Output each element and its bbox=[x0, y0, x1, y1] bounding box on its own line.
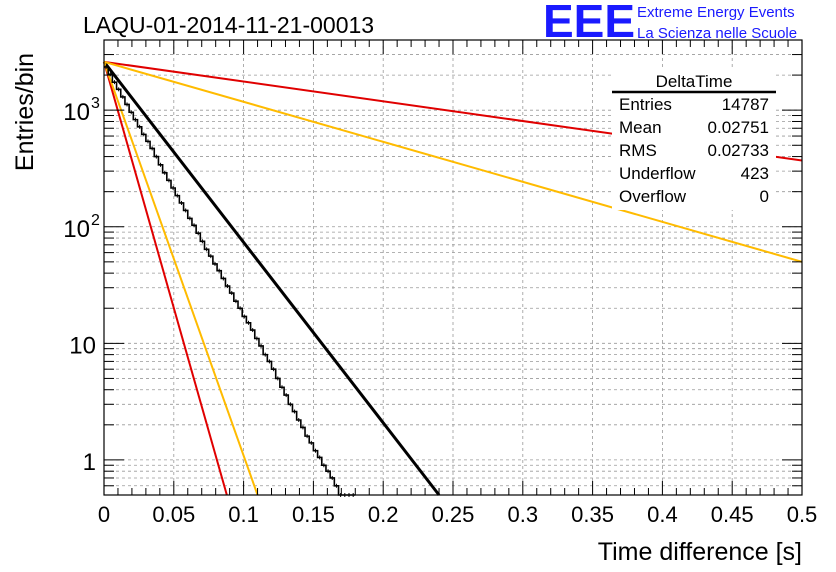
stats-label-mean: Mean bbox=[619, 118, 662, 137]
eee-logo: EEE Extreme Energy Events La Scienza nel… bbox=[543, 0, 797, 47]
x-tick-label: 0 bbox=[98, 502, 110, 527]
fit-line-black bbox=[102, 60, 441, 496]
histogram-steps bbox=[104, 66, 356, 496]
x-axis-label: Time difference [s] bbox=[598, 538, 802, 566]
stats-value-overflow: 0 bbox=[760, 187, 769, 206]
eee-logo-line2: La Scienza nelle Scuole bbox=[637, 25, 797, 42]
axis-ticks bbox=[103, 39, 803, 496]
stats-label-overflow: Overflow bbox=[619, 187, 687, 206]
stats-value-mean: 0.02751 bbox=[708, 118, 769, 137]
stats-title: DeltaTime bbox=[656, 72, 733, 91]
chart-title: LAQU-01-2014-11-21-00013 bbox=[83, 12, 374, 38]
y-tick-label: 10 bbox=[63, 216, 90, 243]
x-tick-labels: 0 0.05 0.1 0.15 0.2 0.25 0.3 0.35 0.4 0.45 0.5 bbox=[98, 502, 817, 527]
y-axis-label: Entries/bin bbox=[11, 53, 39, 171]
y-tick-label: 10 bbox=[69, 332, 96, 359]
x-tick-label: 0.3 bbox=[508, 502, 539, 527]
stats-label-underflow: Underflow bbox=[619, 164, 696, 183]
stats-label-entries: Entries bbox=[619, 95, 672, 114]
x-tick-label: 0.05 bbox=[152, 502, 195, 527]
stats-box: DeltaTime Entries 14787 Mean 0.02751 RMS… bbox=[612, 70, 776, 210]
grid-lines bbox=[103, 39, 803, 496]
stats-value-underflow: 423 bbox=[741, 164, 769, 183]
x-tick-label: 0.4 bbox=[647, 502, 678, 527]
eee-logo-line1: Extreme Energy Events bbox=[637, 4, 795, 21]
fit-line-yellow-shallow bbox=[103, 60, 803, 263]
stats-value-entries: 14787 bbox=[722, 95, 769, 114]
stats-value-rms: 0.02733 bbox=[708, 141, 769, 160]
x-tick-label: 0.45 bbox=[711, 502, 754, 527]
x-tick-label: 0.2 bbox=[368, 502, 399, 527]
y-tick-exponent: 2 bbox=[91, 212, 100, 229]
fit-line-red-steep bbox=[103, 61, 228, 496]
x-tick-label: 0.25 bbox=[432, 502, 475, 527]
fit-line-yellow-steep bbox=[103, 61, 259, 496]
x-tick-label: 0.35 bbox=[571, 502, 614, 527]
x-tick-label: 0.5 bbox=[787, 502, 818, 527]
x-tick-label: 0.1 bbox=[228, 502, 259, 527]
y-tick-label: 1 bbox=[83, 449, 96, 476]
eee-logo-mark: EEE bbox=[543, 0, 635, 47]
x-tick-label: 0.15 bbox=[292, 502, 335, 527]
stats-label-rms: RMS bbox=[619, 141, 657, 160]
histogram bbox=[104, 64, 356, 497]
y-tick-label: 10 bbox=[63, 99, 90, 126]
y-tick-exponent: 3 bbox=[91, 95, 100, 112]
